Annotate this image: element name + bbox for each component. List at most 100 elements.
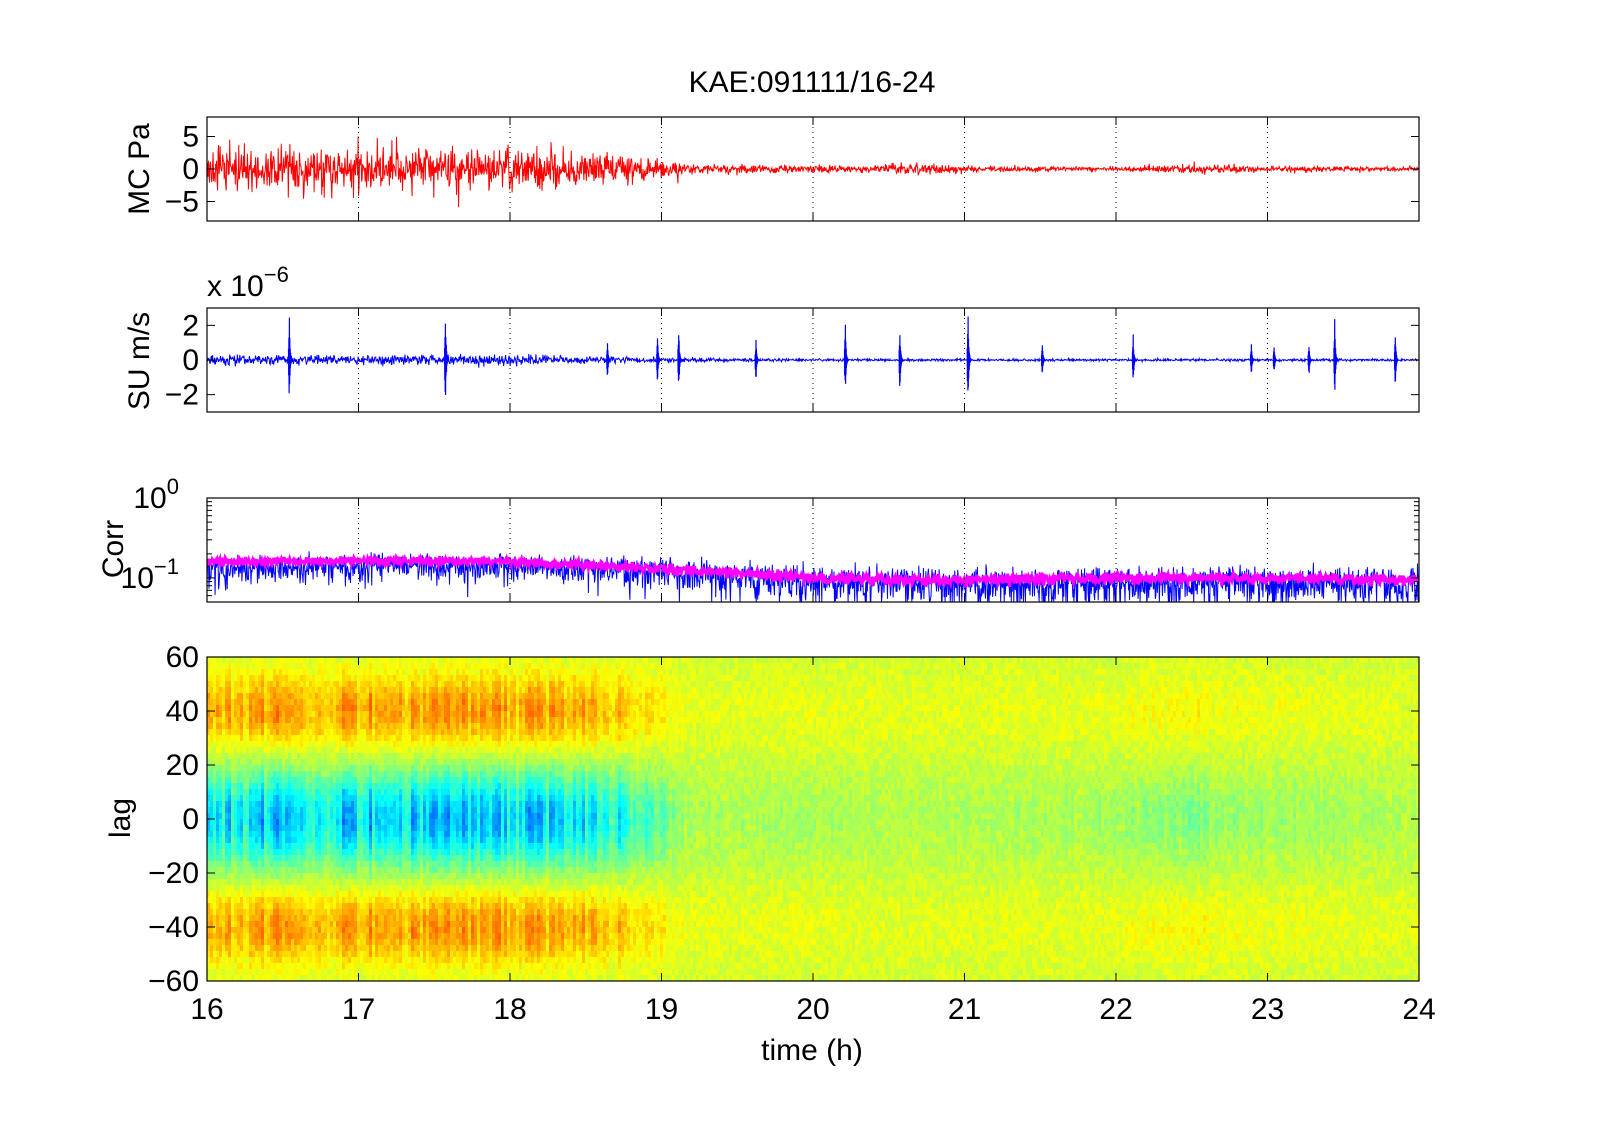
heatmap-cell [249,885,253,892]
heatmap-cell [252,753,256,760]
heatmap-cell [444,891,448,898]
heatmap-cell [288,921,292,928]
heatmap-cell [282,735,286,742]
heatmap-cell [378,783,382,790]
heatmap-cell [339,705,343,712]
heatmap-cell [438,897,442,904]
heatmap-cell [300,747,304,754]
heatmap-cell [267,795,271,802]
heatmap-cell [318,831,322,838]
heatmap-cell [321,921,325,928]
heatmap-cell [423,861,427,868]
heatmap-cell [396,675,400,682]
heatmap-cell [387,693,391,700]
heatmap-cell [285,783,289,790]
heatmap-cell [264,861,268,868]
heatmap-cell [243,747,247,754]
heatmap-cell [225,693,229,700]
heatmap-cell [237,729,241,736]
heatmap-cell [234,801,238,808]
heatmap-cell [411,831,415,838]
heatmap-cell [291,699,295,706]
heatmap-cell [273,753,277,760]
heatmap-cell [390,897,394,904]
heatmap-cell [237,675,241,682]
heatmap-cell [345,801,349,808]
heatmap-cell [417,717,421,724]
heatmap-cell [441,939,445,946]
heatmap-cell [249,879,253,886]
heatmap-cell [231,777,235,784]
heatmap-cell [402,795,406,802]
heatmap-cell [276,915,280,922]
heatmap-cell [213,675,217,682]
heatmap-cell [408,867,412,874]
heatmap-cell [285,735,289,742]
heatmap-cell [258,765,262,772]
heatmap-cell [408,753,412,760]
heatmap-cell [357,825,361,832]
heatmap-cell [348,735,352,742]
heatmap-cell [315,867,319,874]
heatmap-cell [264,825,268,832]
heatmap-cell [243,699,247,706]
heatmap-cell [216,867,220,874]
heatmap-cell [432,855,436,862]
heatmap-cell [222,897,226,904]
heatmap-cell [438,729,442,736]
heatmap-cell [324,669,328,676]
heatmap-cell [372,903,376,910]
heatmap-cell [234,711,238,718]
heatmap-cell [414,819,418,826]
heatmap-cell [264,675,268,682]
heatmap-cell [303,735,307,742]
heatmap-cell [336,693,340,700]
heatmap-cell [402,771,406,778]
heatmap-cell [324,771,328,778]
heatmap-cell [312,969,316,976]
heatmap-cell [402,903,406,910]
heatmap-cell [357,897,361,904]
heatmap-cell [213,729,217,736]
heatmap-cell [396,915,400,922]
heatmap-cell [366,723,370,730]
heatmap-cell [405,891,409,898]
heatmap-cell [369,777,373,784]
heatmap-cell [315,819,319,826]
heatmap-cell [222,699,226,706]
heatmap-cell [285,879,289,886]
heatmap-cell [438,717,442,724]
heatmap-cell [243,807,247,814]
heatmap-cell [372,825,376,832]
heatmap-cell [306,897,310,904]
heatmap-cell [318,699,322,706]
heatmap-cell [327,681,331,688]
heatmap-cell [363,837,367,844]
heatmap-cell [228,711,232,718]
heatmap-cell [390,795,394,802]
heatmap-cell [399,813,403,820]
heatmap-cell [222,849,226,856]
heatmap-cell [288,687,292,694]
heatmap-cell [282,675,286,682]
heatmap-cell [390,909,394,916]
heatmap-cell [261,777,265,784]
heatmap-cell [426,927,430,934]
heatmap-cell [396,975,400,981]
heatmap-cell [270,657,274,664]
mc-pressure-ytick-label: 5 [182,121,199,154]
heatmap-cell [249,747,253,754]
heatmap-cell [435,789,439,796]
heatmap-cell [417,939,421,946]
heatmap-cell [390,789,394,796]
heatmap-cell [393,723,397,730]
heatmap-cell [438,921,442,928]
heatmap-cell [390,891,394,898]
heatmap-cell [369,657,373,664]
heatmap-cell [240,753,244,760]
heatmap-cell [342,915,346,922]
heatmap-cell [423,669,427,676]
heatmap-cell [357,819,361,826]
heatmap-cell [363,915,367,922]
heatmap-cell [213,891,217,898]
